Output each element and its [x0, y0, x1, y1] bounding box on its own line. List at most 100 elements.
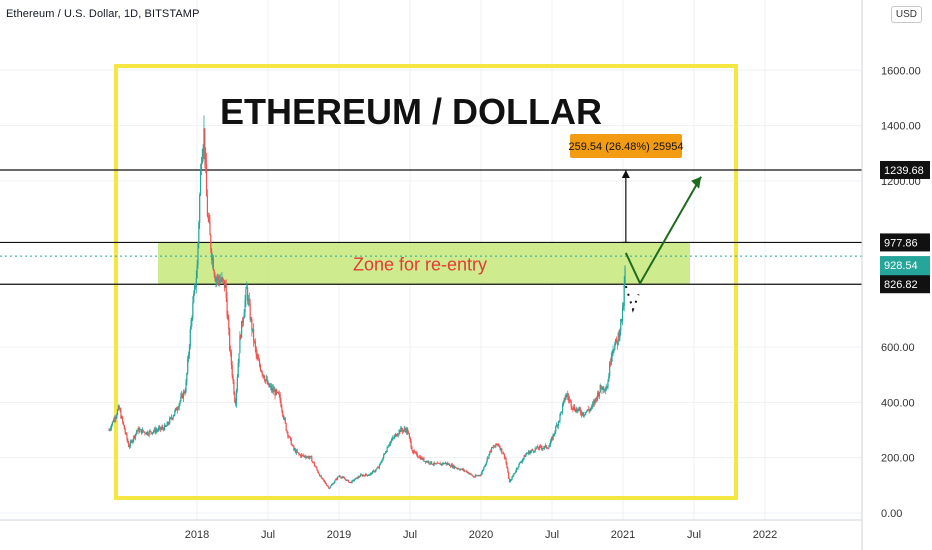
candle-body [459, 469, 461, 471]
candle-body [475, 475, 477, 477]
candle-body [520, 461, 523, 463]
candle-body [436, 463, 438, 465]
candle-body [358, 476, 360, 478]
candle-body [597, 392, 600, 397]
candle-body [169, 417, 172, 419]
candle-body [142, 429, 144, 432]
candle-body [594, 398, 596, 404]
candle-body [585, 411, 588, 413]
candle-body [371, 471, 374, 475]
candle-body [164, 425, 167, 427]
candle-body [266, 379, 268, 385]
candle-body [415, 452, 417, 454]
candle-body [117, 405, 119, 410]
candle-body [452, 465, 454, 468]
candle-body [114, 418, 116, 420]
candle-body [322, 478, 324, 480]
candle-body [284, 418, 286, 424]
candle-body [207, 216, 209, 220]
candle-body [369, 473, 371, 475]
candle-body [239, 335, 241, 354]
candle-body [606, 387, 608, 389]
candle-body [533, 451, 535, 453]
candle-body [234, 393, 236, 403]
x-tick-label: 2020 [469, 529, 493, 541]
candle-body [280, 400, 282, 408]
candle-body [273, 390, 275, 392]
candle-body [443, 463, 446, 465]
candle-body [441, 463, 443, 465]
candle-body [532, 449, 534, 451]
candle-body [212, 258, 214, 271]
candle-body [193, 285, 196, 294]
candle-body [428, 461, 430, 464]
candle-body [261, 371, 263, 375]
candle-body [607, 381, 609, 388]
candle-body [407, 433, 410, 435]
candle-body [535, 448, 537, 450]
candle-body [258, 359, 260, 361]
candle-body [168, 423, 170, 425]
candle-body [304, 455, 306, 457]
candle-body [325, 483, 327, 486]
candle-body [563, 397, 565, 402]
candle-body [558, 420, 560, 422]
candle-body [469, 473, 471, 475]
candle-body [221, 277, 223, 281]
currency-button[interactable]: USD [890, 6, 922, 23]
candle-body [460, 468, 463, 470]
zone-rect [158, 242, 690, 285]
candle-body [487, 457, 489, 459]
candle-body [328, 486, 330, 489]
x-tick-label: 2021 [611, 529, 635, 541]
candle-body [484, 466, 486, 467]
candle-body [560, 411, 562, 415]
price-tag-box [880, 256, 930, 275]
candle-body [389, 441, 392, 444]
candle-body [401, 427, 403, 431]
candle-body [544, 446, 546, 448]
candle-body [122, 416, 124, 422]
candle-body [386, 447, 388, 452]
candle-body [187, 354, 190, 360]
candle-body [352, 480, 354, 481]
candle-body [599, 385, 601, 393]
candle-body [306, 456, 309, 458]
candle-body [618, 333, 620, 338]
candle-body [482, 469, 484, 471]
candle-body [593, 402, 595, 404]
candle-body [508, 472, 510, 479]
measure-tool: 259.54 (26.48%) 25954 [569, 133, 683, 158]
candle-body [144, 431, 146, 434]
candle-body [562, 401, 565, 405]
candle-body [371, 473, 373, 475]
candle-body [483, 466, 485, 470]
candle-body [265, 379, 268, 381]
candle-body [464, 470, 466, 472]
candle-body [612, 351, 614, 352]
candle-body [181, 394, 183, 397]
candle-body [202, 148, 204, 157]
candle-body [326, 485, 328, 487]
candle-body [413, 450, 415, 453]
candle-body [177, 407, 179, 410]
candle-body [337, 476, 339, 478]
candle-body [442, 462, 444, 465]
candle-body [587, 409, 589, 411]
candle-body [402, 430, 404, 432]
candle-body [125, 432, 127, 434]
candle-body [210, 235, 212, 251]
candle-body [332, 483, 334, 485]
candle-body [276, 389, 278, 393]
candle-body [425, 460, 427, 463]
candle-body [581, 412, 583, 415]
candle-body [425, 461, 428, 463]
candle-body [481, 470, 483, 474]
measure-arrow-head [621, 169, 630, 178]
candle-body [137, 428, 139, 431]
candle-body [288, 436, 291, 438]
candle-body [306, 457, 308, 458]
candle-body [379, 462, 381, 465]
